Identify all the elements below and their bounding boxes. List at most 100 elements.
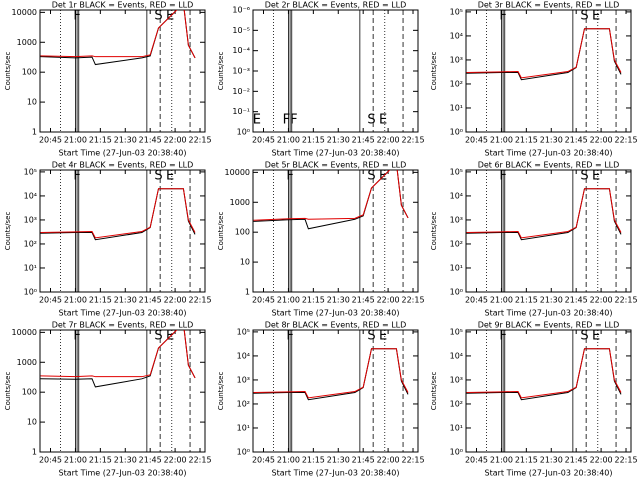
y-tick-label: 10⁴ (450, 31, 463, 40)
x-tick-label: 22:00 (377, 296, 400, 305)
panel: Det 7r BLACK = Events, RED = LLD Start Ti… (4, 321, 212, 478)
y-tick-label: 10³ (450, 375, 463, 384)
y-tick-label: 10⁻⁴ (232, 46, 250, 55)
y-tick-label: 100 (22, 68, 37, 77)
series-line (40, 188, 196, 239)
y-tick-label: 1000 (17, 38, 37, 47)
annotation: F (286, 329, 293, 344)
plot-frame (252, 9, 419, 133)
x-tick-label: 21:15 (302, 456, 325, 465)
y-tick-label: 10¹ (450, 263, 463, 272)
x-tick-label: 21:30 (327, 296, 350, 305)
series-line (40, 330, 196, 379)
panel: Det 2r BLACK = Events, RED = LLD Start Ti… (217, 1, 425, 158)
y-tick-label: 10³ (237, 375, 250, 384)
x-tick-label: 21:45 (352, 456, 375, 465)
annotation: F (499, 9, 506, 24)
x-axis-label: Start Time (27-Jun-03 20:38:40) (485, 149, 613, 158)
panel-title: Det 2r BLACK = Events, RED = LLD (265, 1, 407, 10)
series-line (253, 170, 409, 221)
x-axis-label: Start Time (27-Jun-03 20:38:40) (272, 469, 400, 478)
x-tick-label: 21:30 (540, 456, 563, 465)
annotation: S (154, 329, 162, 344)
annotation: S (367, 169, 375, 184)
y-axis-label: Counts/sec (4, 52, 12, 91)
x-tick-label: 22:15 (401, 136, 424, 145)
x-tick-label: 20:45 (39, 296, 62, 305)
x-tick-label: 21:30 (114, 456, 137, 465)
series-line (40, 10, 196, 59)
panel-title: Det 4r BLACK = Events, RED = LLD (52, 161, 194, 170)
panel-title: Det 5r BLACK = Events, RED = LLD (265, 161, 407, 170)
x-tick-label: 21:45 (139, 136, 162, 145)
x-tick-label: 22:00 (164, 296, 187, 305)
plot-frame (252, 169, 419, 293)
x-tick-label: 21:15 (302, 136, 325, 145)
annotation: E (166, 169, 174, 184)
y-tick-label: 10000 (225, 168, 250, 177)
x-axis-label: Start Time (27-Jun-03 20:38:40) (485, 309, 613, 318)
x-tick-label: 21:45 (352, 136, 375, 145)
y-tick-label: 100 (235, 228, 250, 237)
y-axis-label: Counts/sec (217, 372, 225, 411)
x-tick-label: 21:30 (327, 456, 350, 465)
y-tick-label: 10² (237, 399, 250, 408)
x-tick-label: 21:30 (114, 296, 137, 305)
panel-title: Det 8r BLACK = Events, RED = LLD (265, 321, 407, 330)
x-tick-label: 21:00 (277, 456, 300, 465)
annotation: F (73, 329, 80, 344)
annotation: E (592, 329, 600, 344)
x-tick-label: 21:30 (114, 136, 137, 145)
annotation: E (592, 169, 600, 184)
y-tick-label: 10³ (450, 55, 463, 64)
annotation: E (379, 329, 387, 344)
x-tick-label: 21:00 (64, 136, 87, 145)
x-axis-label: Start Time (27-Jun-03 20:38:40) (485, 469, 613, 478)
y-tick-label: 10¹ (450, 103, 463, 112)
y-tick-label: 10⁴ (450, 191, 463, 200)
plot-frame (39, 169, 206, 293)
y-tick-label: 10¹ (450, 423, 463, 432)
panel: Det 9r BLACK = Events, RED = LLD Start Ti… (430, 321, 638, 478)
y-tick-label: 10² (450, 79, 463, 88)
x-tick-label: 22:00 (164, 136, 187, 145)
x-tick-label: 22:15 (614, 456, 637, 465)
panel-title: Det 7r BLACK = Events, RED = LLD (52, 321, 194, 330)
y-tick-label: 10⁰ (450, 448, 463, 457)
x-tick-label: 21:30 (540, 296, 563, 305)
y-tick-label: 10⁰ (450, 288, 463, 297)
y-tick-label: 10⁻¹ (232, 107, 250, 116)
x-tick-label: 22:15 (188, 296, 211, 305)
x-tick-label: 21:30 (327, 136, 350, 145)
x-tick-label: 21:45 (139, 296, 162, 305)
x-tick-label: 21:30 (540, 136, 563, 145)
x-tick-label: 21:15 (89, 136, 112, 145)
plot-frame (39, 9, 206, 133)
panel: Det 5r BLACK = Events, RED = LLD Start Ti… (217, 161, 425, 318)
x-tick-label: 21:45 (565, 136, 588, 145)
y-tick-label: 10⁵ (450, 327, 463, 336)
x-tick-label: 20:45 (39, 136, 62, 145)
y-tick-label: 10⁵ (450, 167, 463, 176)
y-tick-label: 1 (32, 128, 37, 137)
y-tick-label: 1000 (17, 358, 37, 367)
x-tick-label: 22:00 (590, 136, 613, 145)
panel-title: Det 1r BLACK = Events, RED = LLD (52, 1, 194, 10)
x-tick-label: 21:15 (515, 296, 538, 305)
plot-frame (39, 329, 206, 453)
x-tick-label: 21:00 (64, 296, 87, 305)
x-tick-label: 20:45 (465, 136, 488, 145)
annotation: F (286, 169, 293, 184)
x-tick-label: 21:15 (89, 456, 112, 465)
series-line (466, 348, 622, 399)
annotation: S (580, 9, 588, 24)
annotation: S (367, 113, 375, 128)
x-tick-label: 21:45 (565, 296, 588, 305)
y-tick-label: 1000 (230, 198, 250, 207)
y-tick-label: 10⁰ (450, 128, 463, 137)
x-tick-label: 20:45 (252, 296, 275, 305)
x-tick-label: 22:00 (377, 136, 400, 145)
annotation: S (367, 329, 375, 344)
y-tick-label: 10⁰ (24, 288, 37, 297)
